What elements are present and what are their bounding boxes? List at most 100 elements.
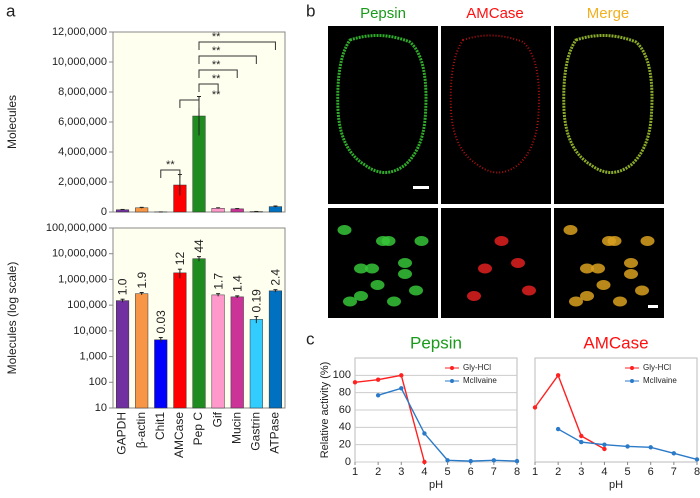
data-point <box>491 458 497 463</box>
x-tick-label: 7 <box>491 466 497 478</box>
bar <box>192 258 206 409</box>
cell <box>387 296 401 307</box>
cell <box>580 263 594 274</box>
x-tick-label: 6 <box>648 466 654 478</box>
cell <box>607 236 622 246</box>
data-point <box>671 451 677 456</box>
legend-label: Gly-HCl <box>463 363 491 372</box>
cell <box>624 258 638 268</box>
scale-bar <box>413 186 429 189</box>
significance-label: ** <box>212 73 221 85</box>
y-tick-label: 100 <box>89 376 107 388</box>
data-point <box>602 442 607 447</box>
bar <box>211 294 225 409</box>
panel-label: b <box>306 1 315 20</box>
panel-label: a <box>6 1 16 20</box>
x-tick-label: GAPDH <box>115 412 129 455</box>
x-tick-label: 5 <box>445 466 451 478</box>
cell <box>365 263 379 274</box>
image-title: AMCase <box>466 5 524 22</box>
y-tick-label: 10,000,000 <box>52 56 107 68</box>
cell <box>624 269 638 279</box>
x-tick-label: 5 <box>625 466 631 478</box>
x-tick-label: 8 <box>514 466 520 478</box>
ratio-label: 12 <box>173 252 187 266</box>
image <box>441 26 551 204</box>
cell <box>580 291 594 301</box>
cell <box>640 236 655 246</box>
y-tick-label: 10,000 <box>73 325 107 337</box>
x-tick-label: 3 <box>578 466 584 478</box>
y-tick-label: 40 <box>339 421 351 433</box>
x-axis-label: pH <box>609 479 623 491</box>
y-axis-label: Molecules (log scale) <box>5 262 19 375</box>
significance-bracket <box>160 169 181 178</box>
x-tick-label: 2 <box>375 466 381 478</box>
data-point <box>422 459 427 465</box>
significance-bracket <box>198 83 219 92</box>
data-point <box>694 457 700 462</box>
bar <box>211 208 225 213</box>
data-point <box>602 446 607 452</box>
cell <box>563 225 578 235</box>
data-point <box>375 393 381 398</box>
ratio-label: 1.4 <box>230 275 244 292</box>
y-tick-label: 12,000,000 <box>52 26 107 38</box>
x-tick-label: 3 <box>398 466 404 478</box>
bar <box>115 209 130 213</box>
bar <box>115 300 130 409</box>
data-point <box>532 405 538 410</box>
y-axis-label: Relative activity (%) <box>319 362 331 459</box>
y-tick-label: 1,000 <box>79 350 107 362</box>
y-tick-label: 20 <box>339 439 351 451</box>
cell <box>613 296 627 307</box>
bar <box>154 339 168 409</box>
legend-label: McIlvaine <box>643 376 677 385</box>
cell <box>522 285 536 296</box>
data-point <box>648 445 653 450</box>
y-tick-label: 100 <box>333 369 351 381</box>
legend-marker <box>630 366 634 370</box>
y-tick-label: 1,000,000 <box>58 273 107 285</box>
y-tick-label: 8,000,000 <box>58 86 107 98</box>
data-point <box>468 458 473 464</box>
y-tick-label: 0 <box>101 206 107 218</box>
x-tick-label: 7 <box>671 466 677 478</box>
y-tick-label: 6,000,000 <box>58 116 107 128</box>
significance-label: ** <box>166 159 175 171</box>
micrographs <box>328 26 664 318</box>
chart-title: AMCase <box>583 333 648 352</box>
cell <box>591 263 605 274</box>
x-tick-label: Mucin <box>229 412 243 444</box>
bar <box>135 293 149 409</box>
tissue-outline <box>336 34 428 174</box>
bar <box>135 207 149 213</box>
ratio-label: 0.19 <box>250 289 264 313</box>
y-tick-label: 10 <box>95 402 107 414</box>
panel-label: c <box>306 329 315 348</box>
y-axis-label: Molecules <box>5 95 19 149</box>
legend-marker <box>630 379 634 383</box>
y-tick-label: 10,000,000 <box>52 248 107 260</box>
data-point <box>375 377 381 382</box>
y-tick-label: 60 <box>339 404 351 416</box>
image-title: Merge <box>587 5 630 22</box>
image <box>441 208 551 318</box>
x-tick-label: Pep C <box>191 412 205 446</box>
y-tick-label: 80 <box>339 387 351 399</box>
data-point <box>422 431 427 436</box>
legend-marker <box>450 379 454 383</box>
ratio-label: 44 <box>192 239 206 253</box>
legend-label: McIlvaine <box>463 376 497 385</box>
x-tick-label: Gastrin <box>249 412 263 451</box>
data-point <box>579 433 584 439</box>
cell <box>398 269 412 279</box>
x-tick-label: 2 <box>555 466 561 478</box>
x-tick-label: AMCase <box>172 412 186 458</box>
cell <box>478 263 492 274</box>
x-tick-label: 4 <box>601 466 607 478</box>
bar <box>173 272 187 409</box>
data-point <box>625 444 630 449</box>
x-tick-label: Gif <box>210 411 224 427</box>
y-tick-label: 100,000,000 <box>46 222 107 234</box>
